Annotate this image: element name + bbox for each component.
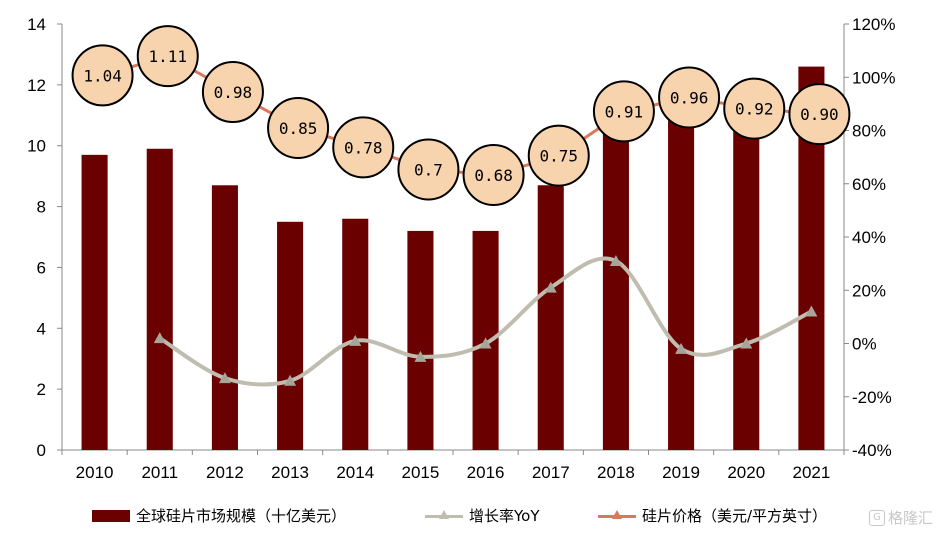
x-tick-label: 2013 [271,463,309,482]
legend: 全球硅片市场规模（十亿美元） 增长率YoY 硅片价格（美元/平方英寸） [0,505,941,533]
x-tick-label: 2011 [141,463,178,482]
price-data-label: 0.96 [670,89,709,108]
bar [277,221,304,450]
price-data-label: 0.91 [605,102,644,121]
x-tick-label: 2012 [206,463,244,482]
x-tick-label: 2018 [597,463,635,482]
growth-point [414,350,427,362]
watermark: G 格隆汇 [868,507,933,528]
chart: 1.041.110.980.850.780.7 0.680.750.910.960… [27,15,895,482]
price-data-label: 0.68 [474,166,513,185]
price-data-label: 1.04 [83,66,122,85]
right-tick-label: 100% [852,68,895,87]
price-bubble [592,80,655,143]
growth-point [609,254,622,266]
tick-labels: 0 2 4 6 8 10 12 14 -40% -20% 0% 20% 40% 60% 80% 100% 120… [27,15,895,482]
left-tick-label: 0 [37,441,46,460]
price-bubble [201,61,264,124]
bar-series [81,66,825,451]
price-data-label: 0.7 [414,160,443,179]
right-tick-label: 80% [852,122,886,141]
axes [57,23,849,455]
growth-line [158,256,813,387]
bar [407,230,434,450]
bar [602,103,629,450]
x-tick-label: 2019 [662,463,700,482]
x-tick-label: 2021 [793,463,831,482]
left-tick-label: 12 [27,76,46,95]
right-tick-label: -40% [852,441,892,460]
left-tick-label: 6 [37,258,46,277]
x-tick-label: 2014 [336,463,374,482]
right-tick-label: 40% [852,228,886,247]
price-bubble [71,44,134,107]
price-bubble [332,116,395,179]
price-bubble [462,144,525,206]
bar [211,185,238,450]
watermark-text: 格隆汇 [887,509,933,527]
left-tick-label: 2 [37,380,46,399]
left-tick-label: 10 [27,137,46,156]
legend-item-market-size: 全球硅片市场规模（十亿美元） [92,505,346,526]
price-bubble [267,96,330,159]
x-tick-label: 2010 [76,463,114,482]
growth-point [675,342,688,354]
x-tick-label: 2020 [727,463,765,482]
x-tick-label: 2016 [467,463,505,482]
legend-swatch-bar [92,509,130,522]
growth-point [479,337,492,349]
bar [342,218,369,450]
price-data-label: 0.85 [279,119,318,138]
price-bubble [723,77,786,140]
right-tick-label: 120% [852,15,895,34]
growth-point [544,281,557,293]
legend-label: 增长率YoY [469,507,540,525]
growth-point [805,305,818,317]
legend-item-price: 硅片价格（美元/平方英寸） [598,505,827,526]
bar [668,109,695,450]
growth-point [218,372,231,384]
watermark-logo-icon: G [868,509,885,526]
right-tick-label: 0% [852,335,877,354]
legend-item-growth: 增长率YoY [425,505,540,526]
legend-label: 全球硅片市场规模（十亿美元） [136,507,347,525]
left-tick-label: 14 [27,15,46,34]
price-data-label: 0.78 [344,138,383,157]
bar [733,109,760,450]
left-tick-label: 8 [37,198,46,217]
legend-swatch-line [425,509,463,522]
growth-point [153,332,166,344]
price-data-label: 0.92 [735,100,774,119]
legend-swatch-line [598,509,636,522]
right-tick-label: 60% [852,175,886,194]
growth-line-series [153,254,818,387]
price-data-label: 0.75 [539,147,578,166]
price-bubble [397,138,460,201]
growth-point [284,374,297,386]
left-tick-label: 4 [37,319,46,338]
price-bubble [136,25,199,88]
price-series: 1.04 1.11 0.98 0.85 0.78 0.7 0.68 0.75 0.91 0.96 0… [71,25,851,206]
price-data-label: 0.90 [800,105,839,124]
price-bubble [658,66,721,129]
bar [146,148,173,450]
price-data-label: 0.98 [214,83,253,102]
right-tick-label: -20% [852,388,892,407]
price-data-label: 1.11 [148,47,187,66]
x-tick-label: 2015 [402,463,440,482]
bar [537,185,564,450]
growth-point [740,337,753,349]
price-bubble [527,124,590,187]
right-tick-label: 20% [852,281,886,300]
x-tick-label: 2017 [532,463,570,482]
growth-point [349,334,362,346]
price-bubble [788,83,851,146]
legend-label: 硅片价格（美元/平方英寸） [642,507,828,525]
bar [81,154,108,451]
